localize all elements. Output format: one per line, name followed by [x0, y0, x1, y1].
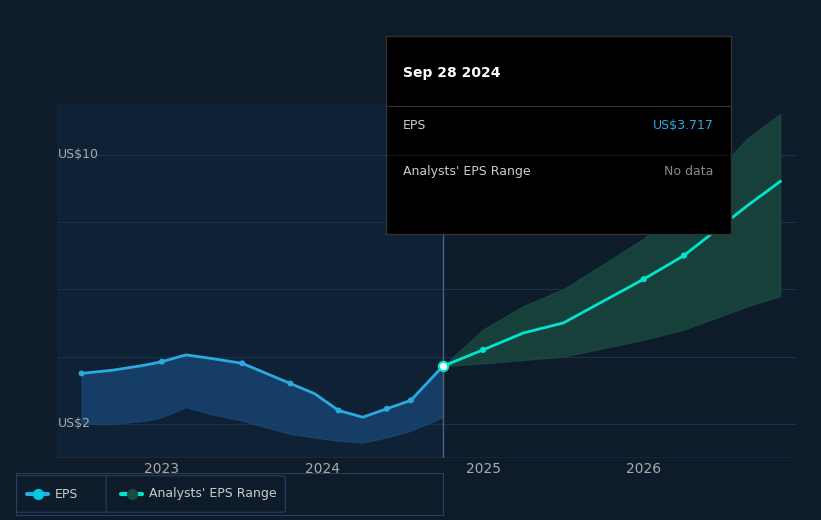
Point — [155, 357, 168, 366]
Point — [677, 251, 690, 259]
Text: US$10: US$10 — [58, 148, 99, 161]
Text: Analysts' EPS Range: Analysts' EPS Range — [403, 165, 530, 178]
Point — [404, 396, 417, 405]
Text: US$3.717: US$3.717 — [653, 120, 713, 133]
Text: EPS: EPS — [403, 120, 426, 133]
FancyBboxPatch shape — [106, 476, 286, 512]
Point — [476, 346, 489, 354]
Point — [437, 362, 450, 370]
FancyBboxPatch shape — [12, 476, 110, 512]
Text: US$2: US$2 — [58, 418, 91, 431]
Text: No data: No data — [664, 165, 713, 178]
Point — [380, 405, 393, 413]
Text: Analysts' EPS Range: Analysts' EPS Range — [149, 488, 277, 500]
Text: Analysts Forecasts: Analysts Forecasts — [446, 114, 562, 127]
Point — [125, 490, 138, 498]
Bar — [57, 104, 443, 458]
Text: Actual: Actual — [401, 114, 440, 127]
Point — [31, 490, 44, 498]
Point — [332, 406, 345, 414]
Point — [637, 275, 650, 283]
Text: Sep 28 2024: Sep 28 2024 — [403, 66, 501, 80]
Text: EPS: EPS — [55, 488, 78, 500]
Point — [284, 380, 297, 388]
Point — [75, 369, 88, 378]
Point — [236, 359, 249, 368]
